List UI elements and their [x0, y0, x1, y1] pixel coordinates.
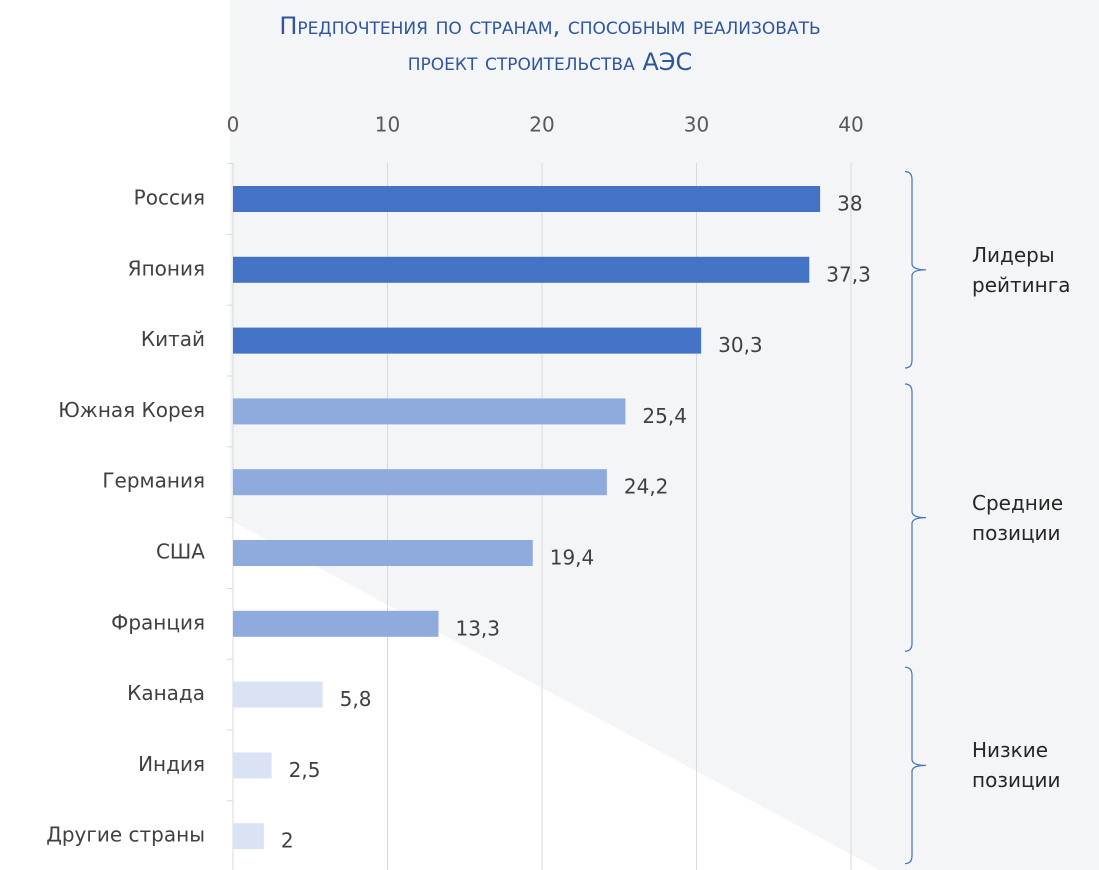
bar	[233, 398, 626, 425]
y-tick-label: США	[156, 540, 205, 564]
y-tick-label: Япония	[128, 256, 205, 280]
y-tick-label: Германия	[102, 469, 205, 493]
bar	[233, 469, 607, 496]
bar	[233, 752, 272, 779]
x-tick-label: 10	[375, 113, 400, 137]
value-label: 5,8	[340, 687, 372, 711]
value-label: 24,2	[624, 475, 669, 499]
bar	[233, 823, 264, 850]
y-tick-label: Канада	[127, 681, 205, 705]
y-tick-label: Южная Корея	[58, 398, 205, 422]
y-tick-label: Индия	[138, 752, 205, 776]
y-tick-label: Россия	[134, 186, 205, 210]
value-label: 38	[837, 192, 862, 216]
value-label: 25,4	[642, 404, 687, 428]
group-bracket	[904, 666, 927, 865]
x-tick-label: 20	[529, 113, 554, 137]
value-label: 37,3	[826, 262, 871, 286]
y-tick-label: Китай	[141, 327, 205, 351]
x-tick-label: 30	[684, 113, 709, 137]
value-label: 2	[281, 829, 294, 853]
bar	[233, 540, 533, 566]
value-label: 30,3	[718, 333, 763, 357]
bar	[233, 186, 821, 212]
chart-title: Предпочтения по странам, способным реали…	[279, 12, 821, 76]
group-label: Средние позиции	[972, 490, 1064, 545]
bar	[233, 610, 439, 637]
y-tick-label: Другие страны	[46, 823, 205, 847]
value-label: 13,3	[455, 616, 500, 640]
background-shade	[230, 0, 1099, 870]
group-bracket	[904, 171, 927, 369]
group-label: Низкие позиции	[972, 738, 1061, 793]
x-tick-label: 0	[227, 113, 240, 137]
value-label: 2,5	[289, 758, 321, 782]
group-label: Лидеры рейтинга	[972, 242, 1071, 297]
bar	[233, 256, 810, 283]
bar	[233, 327, 702, 354]
y-tick-label: Франция	[111, 610, 205, 634]
x-tick-label: 40	[838, 113, 863, 137]
group-bracket	[904, 383, 927, 652]
bar	[233, 681, 323, 708]
value-label: 19,4	[550, 546, 595, 570]
